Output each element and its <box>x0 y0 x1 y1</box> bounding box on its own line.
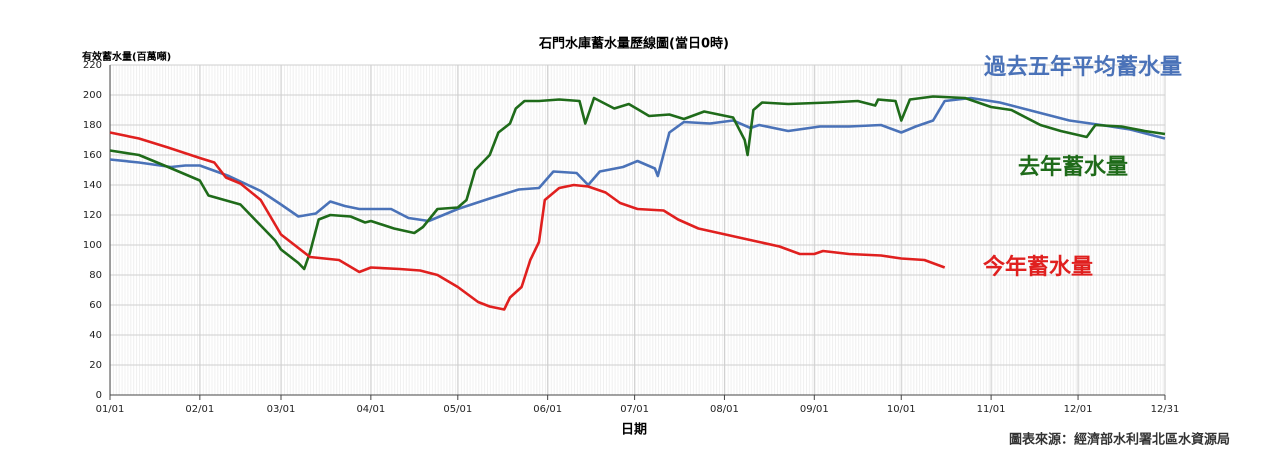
chart-title: 石門水庫蓄水量歷線圖(當日0時) <box>538 36 729 52</box>
minor-grid <box>110 65 1165 395</box>
y-tick-label: 0 <box>96 390 102 401</box>
series-label: 去年蓄水量 <box>1018 154 1128 180</box>
series-label: 今年蓄水量 <box>983 254 1093 280</box>
x-tick-label: 03/01 <box>267 404 296 415</box>
y-tick-label: 160 <box>83 150 102 161</box>
x-tick-label: 06/01 <box>533 404 562 415</box>
series-line <box>109 96 1166 223</box>
series-line <box>109 131 946 311</box>
x-tick-label: 12/01 <box>1064 404 1093 415</box>
x-tick-label: 10/01 <box>887 404 916 415</box>
series-line <box>109 95 1166 271</box>
lines-layer <box>109 95 1166 311</box>
x-tick-label: 02/01 <box>185 404 214 415</box>
x-tick-label: 01/01 <box>96 404 125 415</box>
x-axis-label: 日期 <box>621 423 647 438</box>
x-tick-label: 05/01 <box>443 404 472 415</box>
x-tick-label: 07/01 <box>620 404 649 415</box>
y-tick-label: 80 <box>89 270 102 281</box>
y-tick-label: 40 <box>89 330 102 341</box>
y-tick-label: 120 <box>83 210 102 221</box>
y-tick-label: 20 <box>89 360 102 371</box>
series-label: 過去五年平均蓄水量 <box>984 54 1182 80</box>
x-tick-label: 11/01 <box>977 404 1006 415</box>
x-tick-label: 09/01 <box>800 404 829 415</box>
y-tick-label: 60 <box>89 300 102 311</box>
x-tick-label: 12/31 <box>1151 404 1180 415</box>
y-tick-label: 100 <box>83 240 102 251</box>
y-tick-label: 140 <box>83 180 102 191</box>
y-tick-label: 220 <box>83 60 102 71</box>
y-axis-label: 有效蓄水量(百萬噸) <box>82 50 171 63</box>
x-tick-label: 08/01 <box>710 404 739 415</box>
y-tick-label: 200 <box>83 90 102 101</box>
source: 圖表來源：經濟部水利署北區水資源局 <box>1009 432 1230 448</box>
grid-layer <box>109 64 1166 400</box>
x-tick-label: 04/01 <box>356 404 385 415</box>
y-tick-label: 180 <box>83 120 102 131</box>
